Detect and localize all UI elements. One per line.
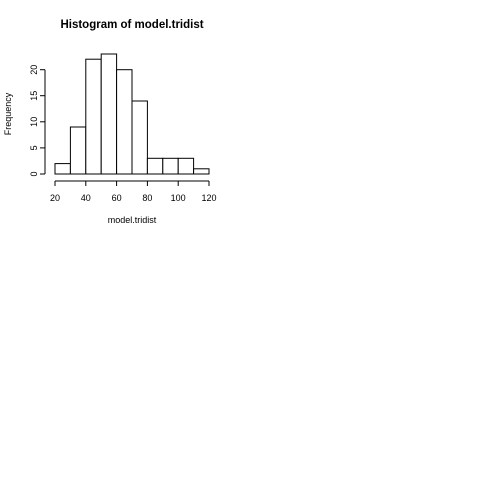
y-tick-label: 10 — [29, 117, 39, 127]
bars-group — [54, 53, 210, 175]
histogram-bar — [100, 53, 118, 175]
y-axis-label: Frequency — [3, 92, 13, 135]
histogram-bar — [116, 69, 133, 175]
x-axis-label: model.tridist — [108, 215, 157, 225]
x-tick-label: 120 — [201, 193, 216, 203]
x-tick-label: 20 — [50, 193, 60, 203]
histogram-bar — [54, 163, 71, 175]
x-tick-label: 40 — [81, 193, 91, 203]
histogram-bar — [69, 126, 87, 175]
histogram-bar — [131, 100, 148, 175]
y-tick-label: 5 — [29, 145, 39, 150]
histogram-bar — [193, 168, 210, 175]
histogram-bar — [177, 157, 195, 175]
y-tick-label: 0 — [29, 171, 39, 176]
histogram-bar — [85, 58, 102, 175]
x-tick-label: 80 — [142, 193, 152, 203]
y-tick-label: 15 — [29, 91, 39, 101]
y-axis: 0 5 10 15 20 — [29, 65, 46, 177]
y-tick-label: 20 — [29, 65, 39, 75]
x-tick-label: 60 — [112, 193, 122, 203]
x-axis: 20 40 60 80 100 120 — [50, 180, 217, 203]
x-tick-label: 100 — [171, 193, 186, 203]
chart-title: Histogram of model.tridist — [60, 19, 203, 31]
histogram-bar — [146, 157, 164, 175]
histogram-bar — [162, 157, 179, 175]
